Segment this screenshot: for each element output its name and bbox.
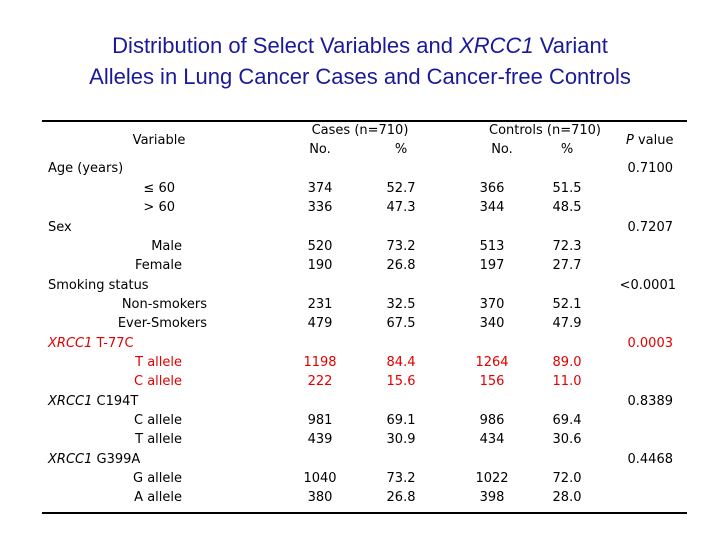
controls-no: 340 (479, 316, 505, 331)
controls-pct: 89.0 (552, 355, 582, 370)
row-label: C allele (133, 374, 182, 389)
variant-name: G399A (92, 452, 141, 467)
cases-pct: 15.6 (386, 374, 416, 389)
cases-pct: 84.4 (386, 355, 416, 370)
cases-no: 190 (307, 258, 333, 273)
p-value-smoking: <0.0001 (619, 278, 676, 293)
controls-pct: 48.5 (552, 200, 582, 215)
controls-pct: 69.4 (552, 413, 582, 428)
cases-no: 439 (307, 432, 333, 447)
controls-no: 344 (479, 200, 505, 215)
table-bottom-rule (42, 512, 687, 514)
cases-pct: 73.2 (386, 471, 416, 486)
controls-no: 156 (479, 374, 505, 389)
row-label: Non-smokers (121, 297, 207, 312)
cases-no: 336 (307, 200, 333, 215)
cases-pct: 73.2 (386, 239, 416, 254)
title-gene: XRCC1 (459, 33, 534, 58)
slide-title: Distribution of Select Variables and XRC… (0, 30, 720, 92)
p-value-sex: 0.7207 (627, 220, 674, 235)
controls-pct: 72.0 (552, 471, 582, 486)
title-line-2: Alleles in Lung Cancer Cases and Cancer-… (89, 64, 631, 89)
header-controls: Controls (n=710) (489, 123, 601, 138)
gene-name: XRCC1 (48, 452, 93, 467)
controls-pct: 28.0 (552, 490, 582, 505)
gene-name: XRCC1 (48, 394, 93, 409)
header-p-rest: value (633, 133, 674, 148)
group-label-age: Age (years) (48, 161, 124, 176)
header-variable: Variable (132, 133, 186, 148)
header-cases-pct: % (394, 142, 408, 157)
row-label: T allele (135, 432, 182, 447)
p-value-age: 0.7100 (627, 161, 674, 176)
row-label: C allele (133, 413, 182, 428)
cases-pct: 52.7 (386, 181, 416, 196)
cases-no: 520 (307, 239, 333, 254)
cases-no: 380 (307, 490, 333, 505)
cases-pct: 32.5 (386, 297, 416, 312)
variant-name: C194T (92, 394, 139, 409)
controls-no: 986 (479, 413, 505, 428)
row-label: > 60 (143, 200, 175, 215)
controls-no: 1022 (475, 471, 509, 486)
controls-no: 434 (479, 432, 505, 447)
controls-pct: 52.1 (552, 297, 582, 312)
cases-no: 479 (307, 316, 333, 331)
cases-no: 981 (307, 413, 333, 428)
row-label: T allele (135, 355, 182, 370)
controls-no: 398 (479, 490, 505, 505)
row-label: A allele (134, 490, 182, 505)
row-label: Male (151, 239, 182, 254)
row-label: ≤ 60 (143, 181, 175, 196)
cases-pct: 30.9 (386, 432, 416, 447)
cases-no: 222 (307, 374, 333, 389)
controls-no: 370 (479, 297, 505, 312)
row-label: Female (134, 258, 182, 273)
header-p-letter: P (626, 133, 634, 148)
cases-no: 374 (307, 181, 333, 196)
cases-pct: 67.5 (386, 316, 416, 331)
group-label-t77c: XRCC1 T-77C (48, 336, 134, 352)
cases-no: 1040 (303, 471, 337, 486)
header-p-value: P value (626, 133, 674, 149)
group-label-g399a: XRCC1 G399A (48, 452, 140, 468)
controls-pct: 11.0 (552, 374, 582, 389)
controls-pct: 30.6 (552, 432, 582, 447)
row-label: Ever-Smokers (117, 316, 207, 331)
group-label-smoking: Smoking status (48, 278, 149, 293)
cases-pct: 26.8 (386, 258, 416, 273)
title-text-b: Variant (533, 33, 608, 58)
group-label-c194t: XRCC1 C194T (48, 394, 138, 410)
controls-pct: 47.9 (552, 316, 582, 331)
p-value-g399a: 0.4468 (627, 452, 674, 467)
controls-pct: 27.7 (552, 258, 582, 273)
controls-pct: 72.3 (552, 239, 582, 254)
title-line-1: Distribution of Select Variables and XRC… (0, 30, 720, 61)
cases-no: 1198 (303, 355, 337, 370)
controls-no: 366 (479, 181, 505, 196)
cases-pct: 26.8 (386, 490, 416, 505)
header-cases-no: No. (309, 142, 331, 157)
controls-no: 1264 (475, 355, 509, 370)
variant-name: T-77C (92, 336, 134, 351)
cases-pct: 69.1 (386, 413, 416, 428)
p-value-c194t: 0.8389 (627, 394, 674, 409)
header-controls-no: No. (491, 142, 513, 157)
table-top-rule (42, 120, 687, 122)
gene-name: XRCC1 (48, 336, 93, 351)
title-text-a: Distribution of Select Variables and (112, 33, 460, 58)
header-controls-pct: % (560, 142, 574, 157)
cases-pct: 47.3 (386, 200, 416, 215)
controls-pct: 51.5 (552, 181, 582, 196)
p-value-t77c: 0.0003 (627, 336, 674, 351)
row-label: G allele (132, 471, 182, 486)
header-cases: Cases (n=710) (311, 123, 409, 138)
group-label-sex: Sex (48, 220, 72, 235)
cases-no: 231 (307, 297, 333, 312)
controls-no: 197 (479, 258, 505, 273)
controls-no: 513 (479, 239, 505, 254)
